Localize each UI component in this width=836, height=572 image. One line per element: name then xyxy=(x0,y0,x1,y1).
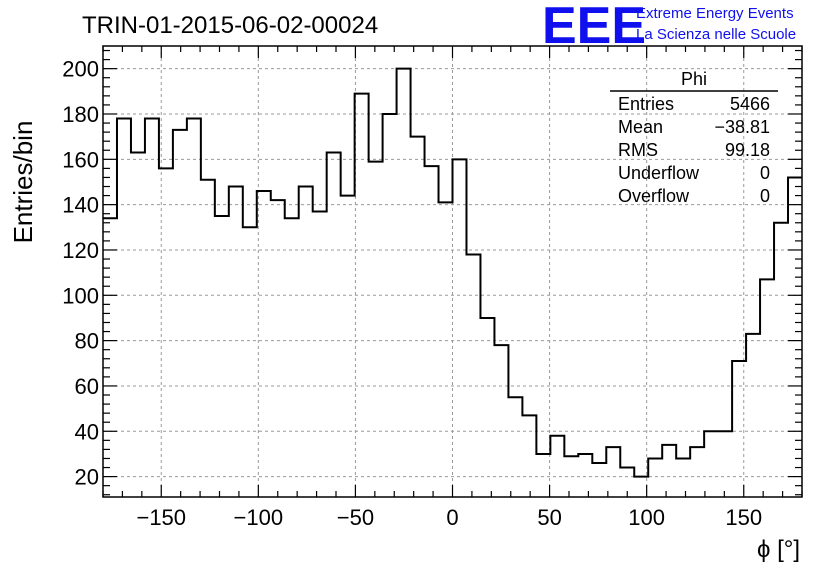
y-tick-label: 80 xyxy=(75,329,99,354)
y-tick-label: 160 xyxy=(62,147,99,172)
stats-label: Underflow xyxy=(618,163,700,183)
stats-label: Mean xyxy=(618,117,663,137)
x-tick-label: 0 xyxy=(446,505,458,530)
y-tick-label: 120 xyxy=(62,238,99,263)
stats-value: −38.81 xyxy=(714,117,770,137)
y-axis-label: Entries/bin xyxy=(8,121,38,244)
y-tick-label: 100 xyxy=(62,283,99,308)
x-tick-label: 150 xyxy=(725,505,762,530)
x-tick-label: −150 xyxy=(136,505,186,530)
stats-title: Phi xyxy=(681,69,707,89)
stats-value: 5466 xyxy=(730,94,770,114)
x-tick-label: −50 xyxy=(337,505,374,530)
logo-line-1: Extreme Energy Events xyxy=(636,5,794,22)
y-tick-label: 180 xyxy=(62,102,99,127)
grid-lines xyxy=(103,46,802,497)
stats-value: 0 xyxy=(760,186,770,206)
histogram-line xyxy=(103,67,802,478)
tick-labels: −150 −100 −50 0 50 100 150 20 40 60 80 100 120 140 160… xyxy=(62,57,762,530)
x-axis-label: ϕ [°] xyxy=(757,536,800,563)
chart-title: TRIN-01-2015-06-02-00024 xyxy=(82,12,378,39)
stats-label: Entries xyxy=(618,94,674,114)
histogram-series xyxy=(103,67,802,478)
axes xyxy=(102,45,803,498)
y-tick-label: 60 xyxy=(75,374,99,399)
y-tick-label: 20 xyxy=(75,465,99,490)
stats-box: Phi Entries 5466 Mean −38.81 RMS 99.18 Underfl… xyxy=(610,69,778,206)
logo-line-2: La Scienza nelle Scuole xyxy=(636,26,796,43)
y-tick-label: 140 xyxy=(62,193,99,218)
x-tick-label: 50 xyxy=(537,505,561,530)
x-tick-label: 100 xyxy=(628,505,665,530)
y-tick-label: 200 xyxy=(62,57,99,82)
stats-value: 99.18 xyxy=(725,140,770,160)
y-tick-label: 40 xyxy=(75,419,99,444)
stats-label: RMS xyxy=(618,140,658,160)
stats-value: 0 xyxy=(760,163,770,183)
x-tick-label: −100 xyxy=(234,505,284,530)
stats-label: Overflow xyxy=(618,186,690,206)
